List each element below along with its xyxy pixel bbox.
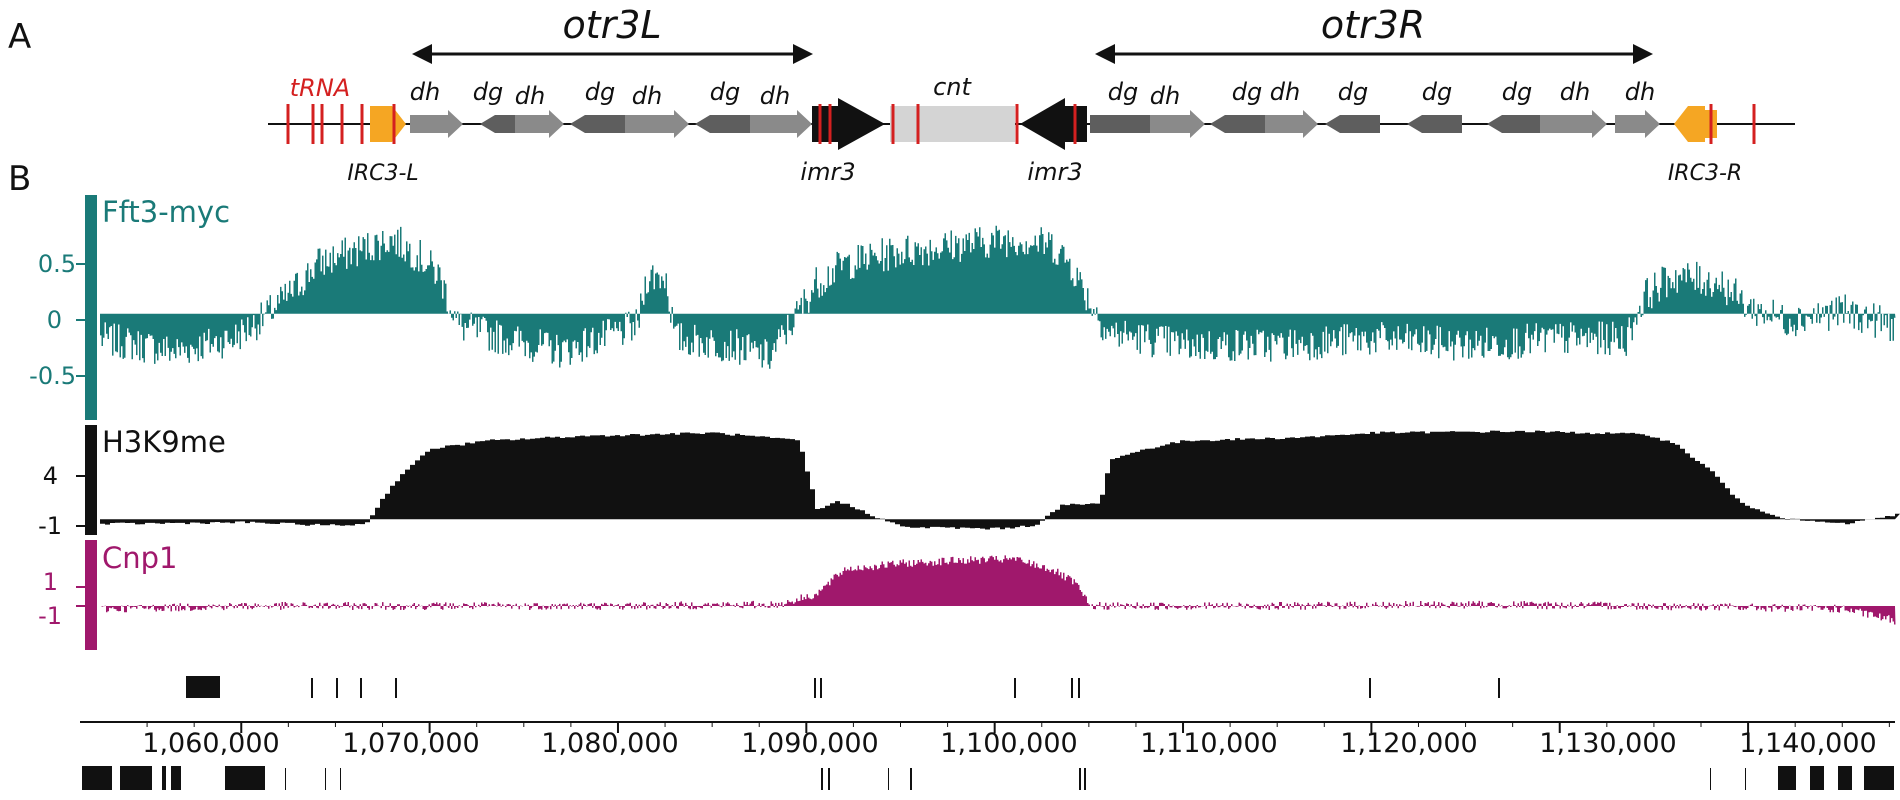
repeat-label: dg [1338, 78, 1368, 106]
y-tick-label: -1 [38, 602, 62, 630]
y-tick-label: 0 [47, 306, 62, 334]
x-axis-ticks [146, 722, 1890, 733]
repeat-label: dh [1270, 78, 1300, 106]
repeat-label: dg [585, 78, 615, 106]
x-tick-label: 1,100,000 [940, 728, 1077, 759]
panel-label-b: B [8, 159, 31, 199]
cnt-label: cnt [933, 73, 972, 101]
imr3-left [812, 98, 885, 150]
repeat-label: dg [1108, 78, 1138, 106]
right-repeats [1090, 110, 1660, 138]
x-tick-label: 1,140,000 [1739, 728, 1876, 759]
trna-genes-left [286, 104, 364, 144]
repeat-label: dg [473, 78, 503, 106]
region-otr3r: otr3R [1095, 3, 1653, 64]
x-tick-label: 1,080,000 [541, 728, 678, 759]
series-cnp1-signal [100, 555, 1896, 625]
repeat-label: dh [760, 82, 790, 110]
y-tick-label: 1 [43, 568, 58, 596]
panel-a: A otr3L otr3R tRNA IRC3-L [8, 3, 1795, 186]
x-tick-label: 1,130,000 [1539, 728, 1676, 759]
irc3r-label: IRC3-R [1668, 161, 1742, 186]
y-tick-label: 0.5 [38, 250, 76, 278]
imr3-right [1020, 98, 1087, 150]
imr3-right-label: imr3 [1027, 158, 1082, 186]
repeat-label: dh [410, 78, 440, 106]
trna-label: tRNA [290, 74, 350, 102]
annotation-row-bottom [82, 766, 1894, 790]
x-tick-label: 1,090,000 [741, 728, 878, 759]
track-bar-h3k9me [85, 425, 97, 535]
repeat-label: dg [1502, 78, 1532, 106]
region-otr3l: otr3L [412, 3, 813, 64]
track-label-cnp1: Cnp1 [102, 541, 178, 575]
repeat-label: dg [1232, 78, 1262, 106]
track-bar-cnp1 [85, 540, 97, 650]
y-tick-label: 4 [43, 462, 58, 490]
repeat-label: dh [632, 82, 662, 110]
region-label-otr3r: otr3R [1321, 3, 1425, 47]
track-h3k9me: H3K9me 4 -1 [38, 425, 1900, 540]
repeat-label: dh [1150, 82, 1180, 110]
irc3l-label: IRC3-L [347, 161, 418, 186]
x-tick-label: 1,070,000 [342, 728, 479, 759]
irc3r-element [1674, 106, 1705, 142]
x-tick-label: 1,110,000 [1140, 728, 1277, 759]
repeat-label: dh [515, 82, 545, 110]
track-label-h3k9me: H3K9me [102, 425, 226, 459]
x-axis: 1,060,000 1,070,000 1,080,000 1,090,000 … [80, 721, 1895, 759]
series-h3k9me-signal [100, 430, 1900, 530]
irc3l-element [370, 106, 406, 142]
repeat-label: dh [1625, 78, 1655, 106]
imr3-left-label: imr3 [800, 158, 855, 186]
series-fft3-signal [100, 225, 1896, 369]
y-tick-label: -1 [38, 512, 62, 540]
track-bar-fft3 [85, 195, 97, 420]
annotation-row-top [186, 676, 1500, 698]
region-label-otr3l: otr3L [562, 3, 661, 47]
track-cnp1: Cnp1 1 -1 [38, 540, 1896, 650]
repeat-label: dg [1422, 78, 1452, 106]
y-tick-label: -0.5 [29, 362, 76, 390]
panel-label-a: A [8, 17, 31, 57]
cnt-core [890, 106, 1015, 142]
track-fft3: Fft3-myc 0.5 0 -0.5 [29, 195, 1896, 420]
repeat-label: dg [710, 78, 740, 106]
track-label-fft3: Fft3-myc [102, 195, 230, 229]
repeat-label: dh [1560, 78, 1590, 106]
x-tick-label: 1,120,000 [1340, 728, 1477, 759]
x-tick-label: 1,060,000 [142, 728, 279, 759]
left-repeats [410, 110, 812, 138]
